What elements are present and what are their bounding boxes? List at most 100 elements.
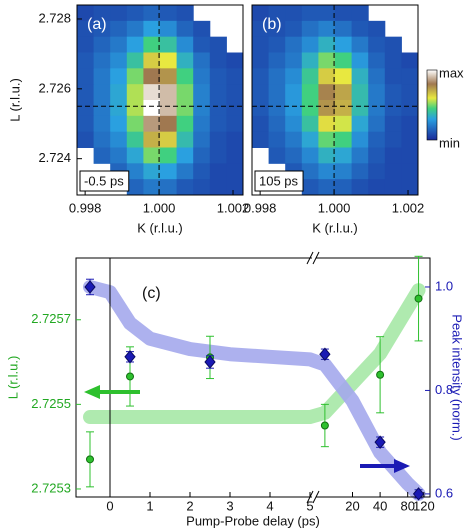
heatmap-cell xyxy=(252,100,270,117)
x-tick-label: 2 xyxy=(186,498,193,513)
heatmap-cell xyxy=(401,131,419,148)
heatmap-cell xyxy=(252,5,270,22)
heatmap-cell xyxy=(351,20,369,38)
axis-break-gap xyxy=(312,254,316,262)
heatmap-cell xyxy=(351,115,369,133)
heatmap-cell xyxy=(93,131,111,148)
heatmap-cell xyxy=(368,84,386,101)
heatmap-cell xyxy=(77,84,95,101)
heatmap-cell xyxy=(93,52,111,69)
heatmap-cell xyxy=(318,179,336,196)
y-tick-label: 2.726 xyxy=(38,80,71,95)
heatmap-cell xyxy=(351,100,369,117)
heatmap-cell xyxy=(226,147,244,164)
heatmap-cell xyxy=(301,163,319,180)
heatmap-cell xyxy=(351,163,369,180)
heatmap-cell xyxy=(77,131,95,148)
x-tick-label: 3 xyxy=(226,498,233,513)
heatmap-cell xyxy=(193,68,211,85)
heatmap-cell xyxy=(209,52,227,69)
data-point xyxy=(126,372,134,381)
plot-frame xyxy=(76,4,244,196)
x-tick-label: 4 xyxy=(266,498,273,513)
colorbar-max-label: max xyxy=(439,65,464,80)
colorbar-min-label: min xyxy=(439,135,460,150)
heatmap-cell xyxy=(368,163,386,180)
x-axis-label: Pump-Probe delay (ps) xyxy=(186,513,320,528)
heatmap-cell xyxy=(252,36,270,53)
y-tick-label: 2.7257 xyxy=(31,311,71,326)
plot-frame xyxy=(75,257,431,498)
heatmap-cell xyxy=(368,147,386,164)
heatmap-cell xyxy=(268,52,286,69)
heatmap-cell xyxy=(176,20,194,38)
heatmap-cell xyxy=(384,68,402,85)
heatmap-cell xyxy=(285,36,303,53)
heatmap-cell xyxy=(193,115,211,133)
heatmap-cell xyxy=(160,68,178,85)
axis-break-mark xyxy=(312,251,320,265)
heatmap-cell xyxy=(126,147,144,164)
heatmap-cell xyxy=(176,131,194,148)
heatmap-cell xyxy=(268,131,286,148)
heatmap-cell xyxy=(301,36,319,53)
heatmap-cell xyxy=(93,147,111,164)
heatmap-cell xyxy=(160,147,178,164)
data-point xyxy=(414,294,423,303)
heatmap-cell xyxy=(301,147,319,164)
heatmap-cell xyxy=(110,84,128,101)
heatmap-cell xyxy=(143,68,161,85)
heatmap-cell xyxy=(335,147,353,164)
heatmap-cell xyxy=(209,147,227,164)
heatmap-cell xyxy=(252,131,270,148)
heatmap-cell xyxy=(143,115,161,133)
y2-tick-label: 1.0 xyxy=(435,278,453,293)
heatmap-cell xyxy=(93,115,111,133)
heatmap-cell xyxy=(368,131,386,148)
heatmap-cell xyxy=(160,36,178,53)
x-tick-label: 1.002 xyxy=(217,200,250,215)
heatmap-cell xyxy=(301,68,319,85)
heatmap-cell xyxy=(318,100,336,117)
heatmap-cell xyxy=(226,68,244,85)
x-tick-label: 120 xyxy=(413,498,435,513)
heatmap-cell xyxy=(176,5,194,22)
heatmap-cell xyxy=(318,52,336,69)
heatmap-cell xyxy=(176,163,194,180)
heatmap-cell xyxy=(77,5,95,22)
heatmap-cell xyxy=(301,84,319,101)
heatmap-cell xyxy=(268,147,286,164)
heatmap-cell xyxy=(160,20,178,38)
heatmap-cell xyxy=(384,52,402,69)
heatmap-cell xyxy=(318,84,336,101)
heatmap-cell xyxy=(226,179,244,196)
heatmap-cell xyxy=(226,84,244,101)
heatmap-cell xyxy=(126,131,144,148)
data-point xyxy=(204,355,216,369)
heatmap-cell xyxy=(193,179,211,196)
heatmap-cell xyxy=(301,131,319,148)
panel-label: (b) xyxy=(262,16,282,33)
heatmap-cell xyxy=(268,115,286,133)
heatmap-cell xyxy=(285,68,303,85)
x-tick-label: 1.000 xyxy=(143,200,176,215)
heatmap-cell xyxy=(301,20,319,38)
heatmap-cell xyxy=(335,36,353,53)
right-axis-arrow xyxy=(360,459,410,473)
y-tick-label: 2.7253 xyxy=(31,480,71,495)
heatmap-cell xyxy=(318,5,336,22)
heatmap-cell xyxy=(110,5,128,22)
heatmap-cell xyxy=(335,68,353,85)
heatmap-cell xyxy=(143,131,161,148)
heatmap-cell xyxy=(143,179,161,196)
heatmap-cell xyxy=(384,147,402,164)
heatmap-cell xyxy=(176,100,194,117)
panel-label: (c) xyxy=(142,285,161,302)
heatmap-cell xyxy=(285,100,303,117)
heatmap-cell xyxy=(351,52,369,69)
heatmap-cell xyxy=(77,20,95,38)
x-tick-label: 1.000 xyxy=(318,200,351,215)
heatmap-cell xyxy=(252,20,270,38)
